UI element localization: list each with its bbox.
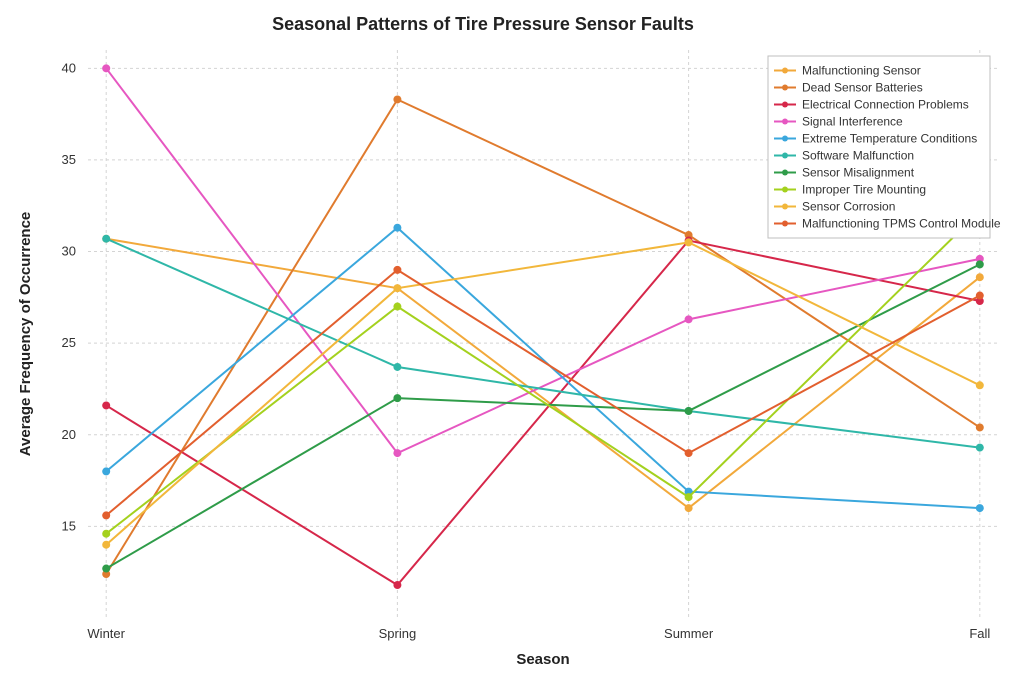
legend-swatch-marker [782,153,788,159]
series-marker [685,504,693,512]
series-marker [685,493,693,501]
series-marker [393,224,401,232]
series-marker [102,467,110,475]
series-marker [685,315,693,323]
legend-swatch-marker [782,102,788,108]
series-marker [976,444,984,452]
legend-swatch-marker [782,85,788,91]
series-marker [393,394,401,402]
series-marker [393,363,401,371]
series-marker [102,511,110,519]
y-axis-label: Average Frequency of Occurrence [17,212,34,457]
y-tick-label: 25 [62,335,76,350]
legend-label: Electrical Connection Problems [802,98,969,112]
series-marker [976,381,984,389]
x-tick-label: Spring [379,626,417,641]
legend-swatch-marker [782,136,788,142]
series-marker [685,407,693,415]
legend-swatch-marker [782,119,788,125]
legend-swatch-marker [782,68,788,74]
legend-label: Dead Sensor Batteries [802,81,923,95]
legend-label: Malfunctioning TPMS Control Module [802,217,1001,231]
legend-label: Software Malfunction [802,149,914,163]
series-marker [393,449,401,457]
legend-label: Sensor Corrosion [802,200,895,214]
series-marker [102,64,110,72]
legend-swatch-marker [782,221,788,227]
series-marker [976,260,984,268]
series-marker [393,95,401,103]
legend-label: Extreme Temperature Conditions [802,132,977,146]
series-marker [976,273,984,281]
y-tick-label: 40 [62,60,76,75]
legend-label: Improper Tire Mounting [802,183,926,197]
y-tick-label: 30 [62,244,76,259]
series-marker [393,303,401,311]
series-marker [102,530,110,538]
series-marker [393,284,401,292]
chart-title: Seasonal Patterns of Tire Pressure Senso… [272,14,694,34]
legend: Malfunctioning Sensor Dead Sensor Batteri… [768,56,1001,238]
series-marker [393,266,401,274]
series-marker [976,504,984,512]
series-marker [102,401,110,409]
y-tick-label: 20 [62,427,76,442]
x-tick-label: Summer [664,626,714,641]
series-marker [685,449,693,457]
series-marker [685,238,693,246]
series-marker [976,423,984,431]
chart-container: Winter Spring Summer Fall 15 20 25 30 35 40 Season… [0,0,1024,683]
series-marker [393,581,401,589]
legend-swatch-marker [782,187,788,193]
legend-label: Sensor Misalignment [802,166,915,180]
series-marker [102,565,110,573]
x-axis-label: Season [516,651,569,668]
y-tick-label: 15 [62,518,76,533]
series-marker [976,292,984,300]
line-chart: Winter Spring Summer Fall 15 20 25 30 35 40 Season… [0,0,1024,683]
legend-swatch-marker [782,204,788,210]
legend-swatch-marker [782,170,788,176]
x-tick-label: Winter [87,626,125,641]
x-tick-label: Fall [969,626,990,641]
series-marker [102,235,110,243]
y-tick-label: 35 [62,152,76,167]
legend-label: Malfunctioning Sensor [802,64,921,78]
series-marker [102,541,110,549]
legend-label: Signal Interference [802,115,903,129]
